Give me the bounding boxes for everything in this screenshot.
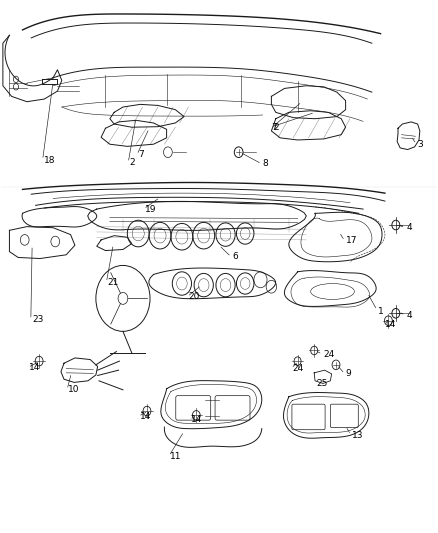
Text: 20: 20	[188, 292, 200, 301]
Text: 13: 13	[352, 431, 364, 440]
Text: 2: 2	[130, 158, 135, 167]
Text: 7: 7	[272, 123, 277, 132]
Text: 4: 4	[407, 311, 412, 320]
Text: 17: 17	[346, 237, 357, 246]
Text: 2: 2	[274, 123, 279, 132]
Text: 3: 3	[418, 140, 424, 149]
Text: 18: 18	[44, 156, 56, 165]
Text: 1: 1	[378, 307, 384, 316]
Text: 9: 9	[346, 369, 351, 378]
Text: 10: 10	[68, 385, 80, 394]
Text: 14: 14	[385, 320, 396, 329]
Text: 7: 7	[138, 150, 144, 159]
Text: 23: 23	[32, 315, 43, 324]
Text: 19: 19	[145, 205, 156, 214]
Text: 14: 14	[29, 363, 40, 372]
Text: 8: 8	[263, 159, 268, 168]
Text: 14: 14	[140, 412, 151, 421]
Text: 6: 6	[232, 253, 238, 261]
Text: 11: 11	[170, 452, 182, 461]
Text: 14: 14	[191, 415, 202, 424]
Text: 25: 25	[316, 379, 328, 388]
Text: 21: 21	[108, 278, 119, 287]
Text: 4: 4	[407, 223, 412, 232]
Text: 24: 24	[292, 364, 304, 373]
Text: 24: 24	[324, 350, 335, 359]
